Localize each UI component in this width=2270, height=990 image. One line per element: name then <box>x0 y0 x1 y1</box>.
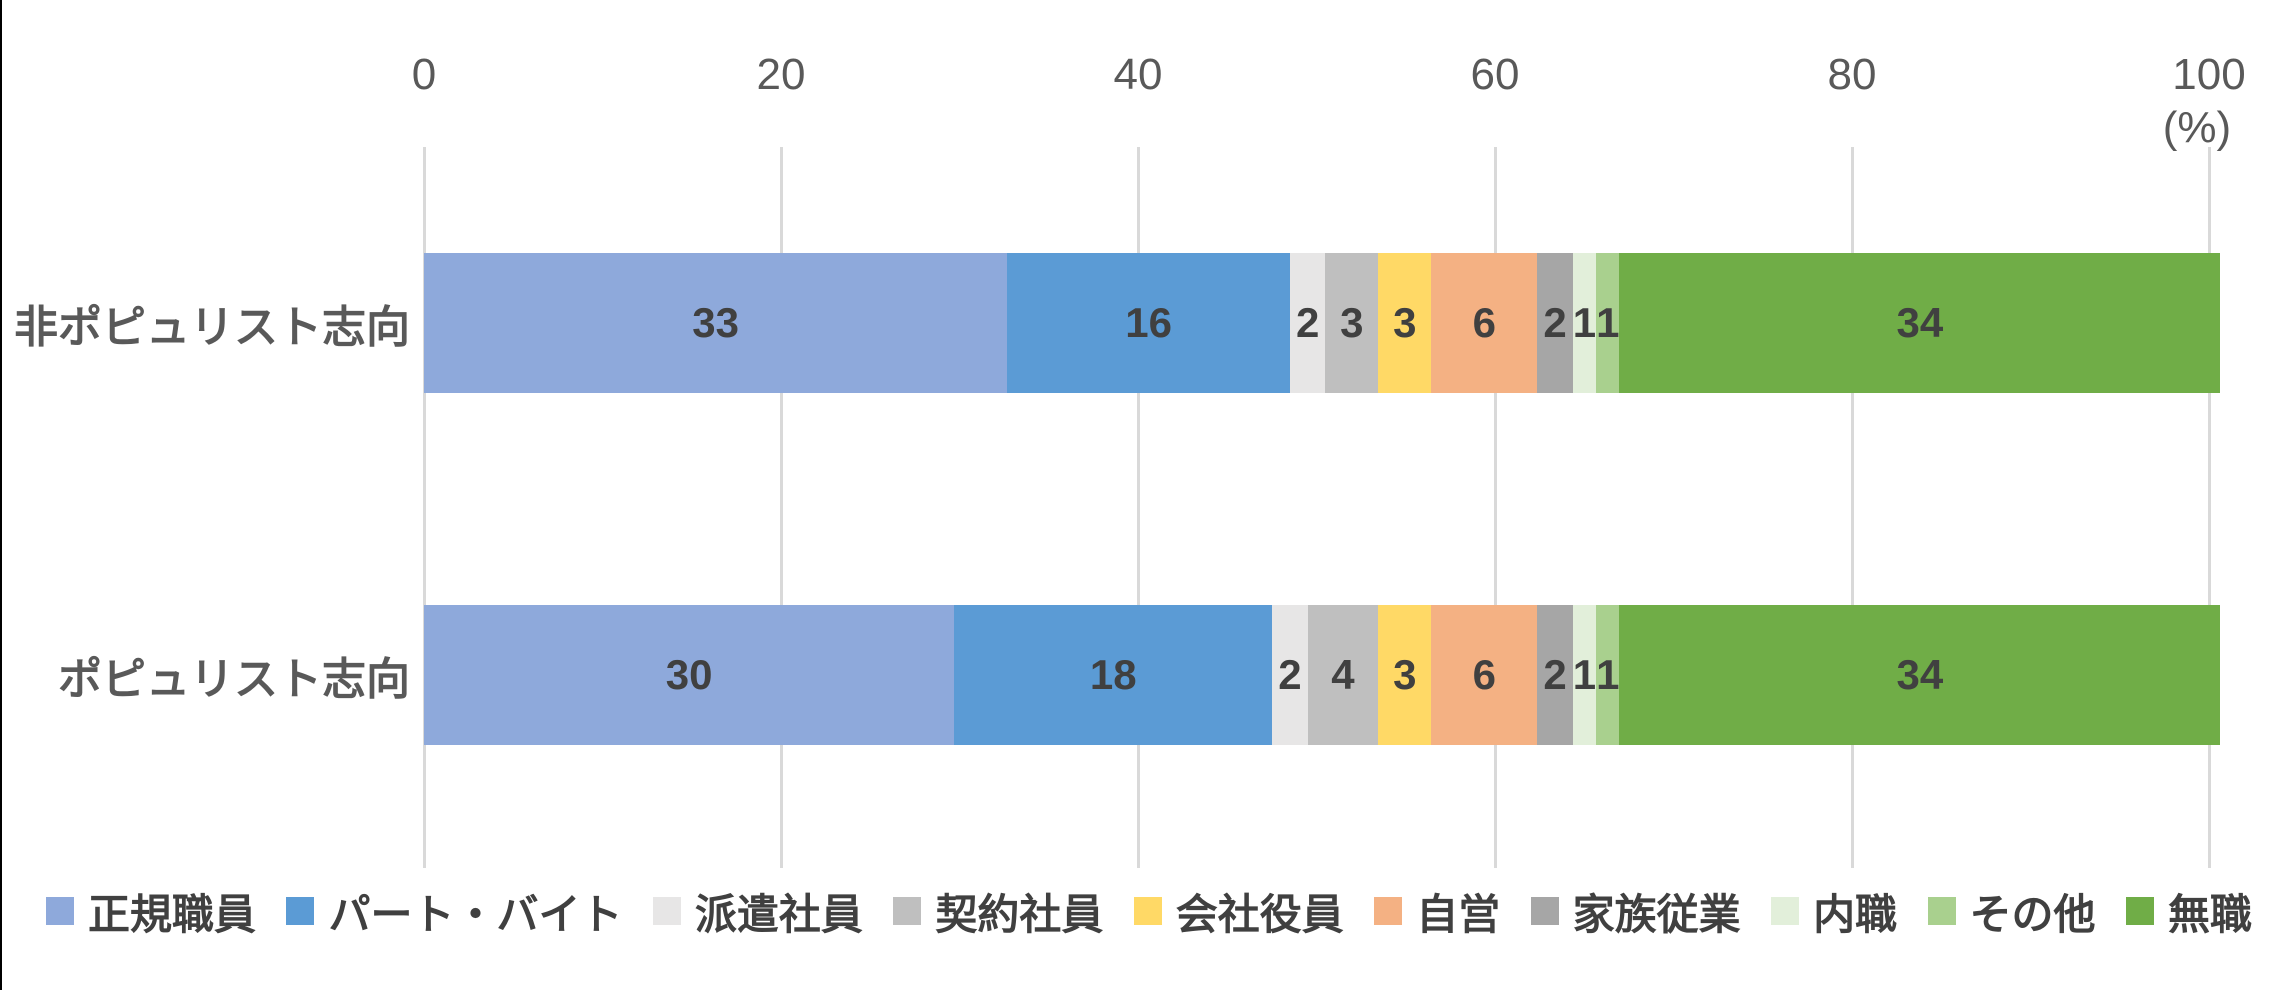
category-label: 非ポピュリスト志向 <box>14 303 410 352</box>
data-label: 33 <box>692 299 739 346</box>
data-label: 1 <box>1596 299 1620 346</box>
bar-segment: 1 <box>1596 253 1620 393</box>
data-label: 2 <box>1278 651 1302 698</box>
legend-label: 内職 <box>1813 890 1898 938</box>
data-label: 2 <box>1543 651 1567 698</box>
legend-item: 家族従業 <box>1530 881 1741 942</box>
legend-swatch <box>652 897 681 925</box>
bar-segment: 3 <box>1378 605 1432 745</box>
legend-item: 契約社員 <box>893 881 1103 942</box>
bar-segment: 2 <box>1289 253 1326 393</box>
data-label: 4 <box>1331 651 1355 698</box>
bar-segment: 18 <box>954 605 1273 745</box>
data-label: 30 <box>665 651 713 698</box>
legend-label: 派遣社員 <box>694 890 863 938</box>
bar-segment: 2 <box>1537 605 1573 745</box>
legend-label: 会社役員 <box>1175 890 1344 938</box>
data-label: 6 <box>1472 651 1497 698</box>
legend-label: 無職 <box>2167 890 2252 938</box>
bar-segment: 34 <box>1619 253 2221 393</box>
data-label: 6 <box>1472 299 1497 346</box>
bar-row: 30 18 2 4 3 6 2 1 1 34 <box>424 605 2221 745</box>
gridline <box>422 147 426 868</box>
legend-label: 自営 <box>1416 890 1501 938</box>
data-label: 2 <box>1543 299 1567 346</box>
legend-swatch <box>1927 897 1956 925</box>
gridline <box>2207 147 2211 868</box>
legend-item: 派遣社員 <box>652 881 863 942</box>
bar-segment: 2 <box>1537 253 1573 393</box>
x-axis-tick-label: 20 <box>756 50 806 99</box>
bar-segment: 1 <box>1596 605 1620 745</box>
bar-segment: 33 <box>424 253 1008 393</box>
bar-segment: 6 <box>1431 605 1538 745</box>
legend-swatch <box>2125 897 2154 925</box>
bar-segment: 1 <box>1572 605 1597 745</box>
bar-segment: 4 <box>1307 605 1379 745</box>
gridline <box>1493 147 1497 868</box>
legend-label: パート・バイト <box>328 890 623 938</box>
x-axis: 0 20 40 60 80 100 <box>412 50 2246 99</box>
legend-swatch <box>1771 897 1800 925</box>
legend-label: その他 <box>1969 890 2096 938</box>
data-label: 18 <box>1089 651 1137 698</box>
axis-unit-label: (%) <box>2162 103 2232 152</box>
data-label: 1 <box>1596 651 1620 698</box>
legend-item: 自営 <box>1374 881 1500 942</box>
x-axis-tick-label: 80 <box>1827 50 1877 99</box>
bar-segment: 3 <box>1378 253 1432 393</box>
data-label: 3 <box>1393 651 1417 698</box>
legend: 正規職員 パート・バイト 派遣社員 契約社員 会社役員 自営 家族従業 内職 その他 無職 <box>46 886 2252 938</box>
data-label: 1 <box>1572 651 1597 698</box>
data-label: 3 <box>1393 299 1417 346</box>
legend-item: パート・バイト <box>286 881 622 942</box>
legend-label: 契約社員 <box>935 890 1104 938</box>
legend-label: 正規職員 <box>88 890 257 938</box>
gridline <box>1136 147 1140 868</box>
bar-segment: 34 <box>1619 605 2221 745</box>
legend-item: その他 <box>1927 881 2096 942</box>
data-label: 1 <box>1572 299 1597 346</box>
legend-swatch <box>1374 897 1403 925</box>
bar-segment: 16 <box>1007 253 1290 393</box>
bar-segment: 2 <box>1272 605 1308 745</box>
data-label: 2 <box>1295 299 1320 346</box>
data-label: 34 <box>1896 299 1944 346</box>
x-axis-tick-label: 0 <box>411 50 437 99</box>
bar-segment: 30 <box>424 605 955 745</box>
legend-item: 内職 <box>1771 881 1897 942</box>
data-label: 34 <box>1896 651 1944 698</box>
data-label: 3 <box>1340 299 1364 346</box>
bar-segment: 1 <box>1572 253 1597 393</box>
gridline <box>779 147 783 868</box>
plot-area: 33 16 2 3 3 6 2 1 1 34 30 18 2 4 3 6 2 1 1 34 <box>422 147 2221 868</box>
legend-swatch <box>1530 897 1559 925</box>
legend-item: 無職 <box>2125 881 2252 942</box>
legend-label: 家族従業 <box>1572 890 1741 938</box>
category-label: ポピュリスト志向 <box>58 655 410 704</box>
data-label: 16 <box>1125 299 1172 346</box>
legend-swatch <box>286 897 315 925</box>
x-axis-tick-label: 60 <box>1470 50 1520 99</box>
legend-swatch <box>893 897 922 925</box>
legend-swatch <box>46 897 74 925</box>
left-border-line <box>0 0 2 990</box>
legend-item: 正規職員 <box>46 881 256 942</box>
bar-segment: 3 <box>1325 253 1379 393</box>
x-axis-tick-label: 40 <box>1113 50 1163 99</box>
x-axis-tick-label: 100 <box>2172 50 2246 99</box>
legend-item: 会社役員 <box>1133 881 1344 942</box>
bar-segment: 6 <box>1431 253 1538 393</box>
gridline <box>1850 147 1854 868</box>
legend-swatch <box>1133 897 1162 925</box>
bar-row: 33 16 2 3 3 6 2 1 1 34 <box>424 253 2221 393</box>
